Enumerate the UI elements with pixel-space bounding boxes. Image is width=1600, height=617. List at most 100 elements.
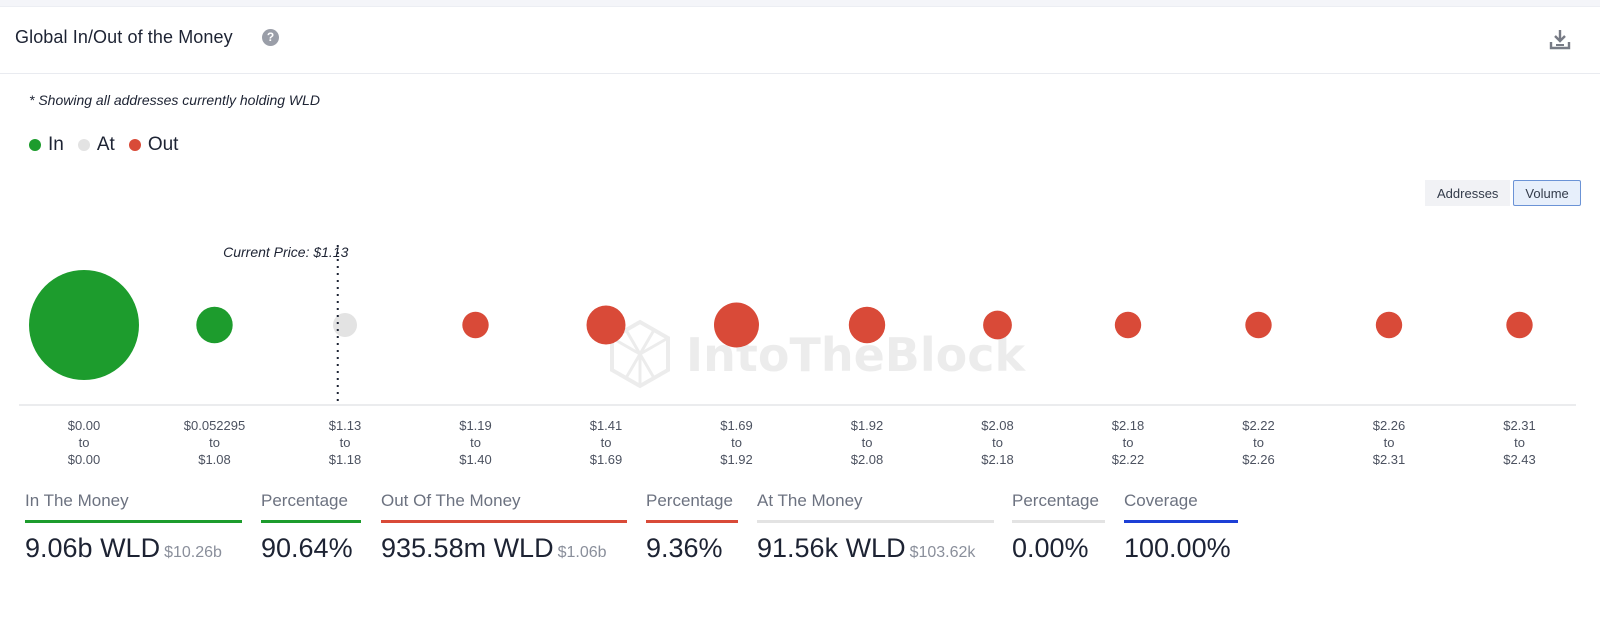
x-tick-label: $2.26 <box>1373 418 1406 433</box>
bubble-point[interactable] <box>462 311 489 339</box>
stat-color-bar <box>261 520 361 523</box>
stat-at-percentage: Percentage 0.00% <box>1012 491 1105 564</box>
x-tick-label: $2.08 <box>981 418 1014 433</box>
x-tick-label: to <box>209 435 220 450</box>
bubble-point[interactable] <box>196 306 233 344</box>
x-tick-label: $2.18 <box>1112 418 1145 433</box>
x-tick-label: to <box>79 435 90 450</box>
x-tick-label: $0.00 <box>68 418 101 433</box>
x-tick-label: $2.08 <box>851 452 884 467</box>
stat-main-value: 0.00% <box>1012 533 1089 563</box>
bubble-point[interactable] <box>714 302 759 348</box>
chart-marks: $0.00 to $0.00 $0.052295 to $1.08 $1.13 to $1.18… <box>29 244 1536 467</box>
stat-value: 0.00% <box>1012 533 1105 564</box>
download-icon[interactable] <box>1548 27 1572 51</box>
stat-in-the-money: In The Money 9.06b WLD $10.26b <box>25 491 242 564</box>
volume-toggle-button[interactable]: Volume <box>1513 180 1581 206</box>
x-tick-label: $2.22 <box>1112 452 1145 467</box>
page-title: Global In/Out of the Money <box>15 27 233 47</box>
x-tick-label: $1.41 <box>590 418 623 433</box>
stat-color-bar <box>25 520 242 523</box>
x-tick-label: $2.43 <box>1503 452 1536 467</box>
stat-label: Percentage <box>646 491 733 510</box>
stat-label: In The Money <box>25 491 129 510</box>
stat-color-bar <box>1012 520 1105 523</box>
stat-main-value: 90.64% <box>261 533 353 563</box>
current-price-label: Current Price: $1.13 <box>223 244 348 260</box>
x-tick-label: $0.052295 <box>184 418 245 433</box>
legend-dot-out <box>128 139 141 151</box>
legend-label: At <box>96 134 115 155</box>
x-tick-label: to <box>731 435 742 450</box>
bubble-point[interactable] <box>1114 311 1142 339</box>
stat-in-percentage: Percentage 90.64% <box>261 491 361 564</box>
x-tick-label: $1.40 <box>459 452 492 467</box>
summary-stats: In The Money 9.06b WLD $10.26b Percentage… <box>0 491 1600 611</box>
bubble-chart: IntoTheBlock $0.00 to $0.00 $0.052295 to $1.0… <box>19 244 1576 467</box>
legend-item-in[interactable]: In <box>29 134 64 156</box>
bubble-point[interactable] <box>586 305 626 345</box>
chart-legend: In At Out <box>29 134 192 156</box>
help-icon[interactable]: ? <box>262 29 279 46</box>
stat-value: 9.06b WLD $10.26b <box>25 533 242 564</box>
stat-color-bar <box>757 520 994 523</box>
iomap-card: Global In/Out of the Money ? * Showing a… <box>0 6 1600 617</box>
stat-label: Coverage <box>1124 491 1198 510</box>
x-tick-label: to <box>1123 435 1134 450</box>
x-tick-label: to <box>340 435 351 450</box>
x-tick-label: $0.00 <box>68 452 101 467</box>
x-tick-label: $2.26 <box>1242 452 1275 467</box>
stat-label: Percentage <box>261 491 348 510</box>
x-tick-label: $1.69 <box>590 452 623 467</box>
stat-value: 91.56k WLD $103.62k <box>757 533 994 564</box>
stat-coverage: Coverage 100.00% <box>1124 491 1238 564</box>
x-tick-label: $2.31 <box>1503 418 1536 433</box>
stat-out-percentage: Percentage 9.36% <box>646 491 738 564</box>
x-tick-label: to <box>601 435 612 450</box>
watermark: IntoTheBlock <box>610 319 1026 389</box>
stat-value: 100.00% <box>1124 533 1238 564</box>
bubble-point[interactable] <box>29 270 139 380</box>
bubble-point[interactable] <box>333 313 357 337</box>
x-tick-label: $1.18 <box>329 452 362 467</box>
stat-main-value: 9.36% <box>646 533 723 563</box>
stat-usd-value: $103.62k <box>909 544 976 561</box>
stat-value: 9.36% <box>646 533 738 564</box>
x-tick-label: $1.69 <box>720 418 753 433</box>
x-tick-label: $1.08 <box>198 452 231 467</box>
addresses-toggle-button[interactable]: Addresses <box>1425 180 1511 206</box>
stat-usd-value: $10.26b <box>164 544 222 561</box>
legend-dot-at <box>77 139 90 151</box>
bubble-point[interactable] <box>983 310 1012 340</box>
x-tick-label: $2.31 <box>1373 452 1406 467</box>
stat-label: Out Of The Money <box>381 491 521 510</box>
x-tick-label: to <box>470 435 481 450</box>
bubble-point[interactable] <box>848 306 886 344</box>
x-tick-label: to <box>992 435 1003 450</box>
stat-main-value: 100.00% <box>1124 533 1231 563</box>
holders-note: * Showing all addresses currently holdin… <box>29 92 321 108</box>
x-tick-label: to <box>1253 435 1264 450</box>
legend-label: Out <box>147 134 179 155</box>
x-tick-label: to <box>1384 435 1395 450</box>
stat-main-value: 91.56k WLD <box>757 533 906 563</box>
legend-item-out[interactable]: Out <box>128 134 179 156</box>
stat-main-value: 935.58m WLD <box>381 533 554 563</box>
card-header: Global In/Out of the Money ? <box>0 7 1600 74</box>
x-tick-label: $1.92 <box>720 452 753 467</box>
stat-label: Percentage <box>1012 491 1099 510</box>
legend-dot-in <box>29 139 41 151</box>
legend-item-at[interactable]: At <box>77 134 115 156</box>
bubble-point[interactable] <box>1245 311 1272 339</box>
metric-toggle: Addresses Volume <box>1425 180 1581 206</box>
bubble-point[interactable] <box>1375 311 1403 339</box>
x-tick-label: to <box>862 435 873 450</box>
x-tick-label: $2.18 <box>981 452 1014 467</box>
x-tick-label: $1.13 <box>329 418 362 433</box>
stat-value: 90.64% <box>261 533 361 564</box>
stat-color-bar <box>1124 520 1238 523</box>
bubble-point[interactable] <box>1506 311 1533 339</box>
stat-out-of-the-money: Out Of The Money 935.58m WLD $1.06b <box>381 491 627 564</box>
x-tick-label: $2.22 <box>1242 418 1275 433</box>
stat-at-the-money: At The Money 91.56k WLD $103.62k <box>757 491 994 564</box>
